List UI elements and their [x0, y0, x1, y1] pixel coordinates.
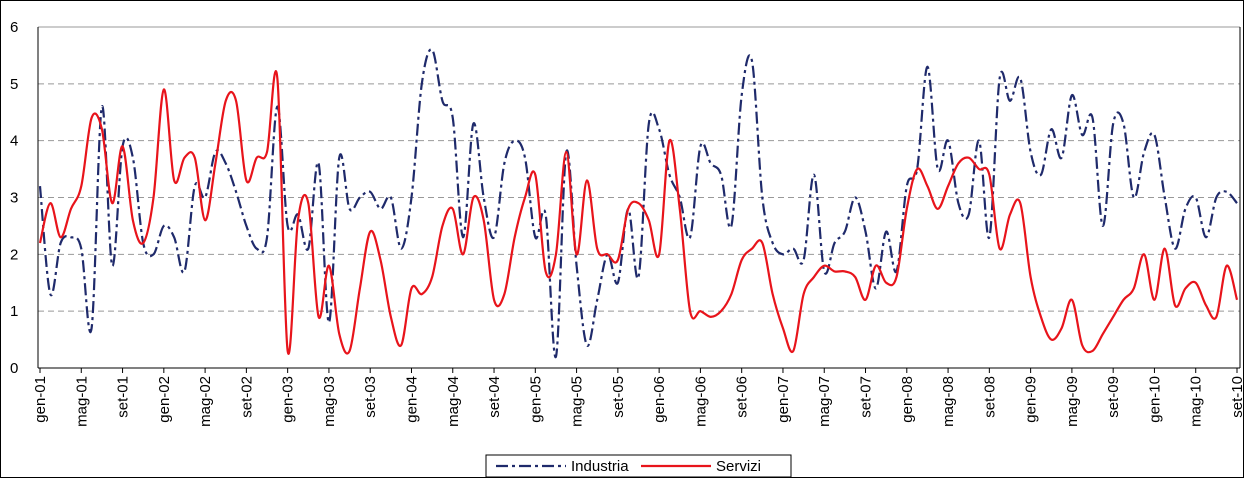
- x-tick-label: set-06: [734, 376, 751, 418]
- x-tick-label: set-01: [115, 376, 132, 418]
- x-tick-label: gen-10: [1146, 376, 1163, 423]
- x-tick-label: set-07: [858, 376, 875, 418]
- x-tick-label: set-10: [1229, 376, 1244, 418]
- x-tick-label: gen-01: [32, 376, 49, 423]
- x-tick-label: mag-07: [816, 376, 833, 427]
- x-tick-label: set-09: [1105, 376, 1122, 418]
- x-tick-label: gen-06: [651, 376, 668, 423]
- y-tick-label: 2: [10, 246, 18, 263]
- x-tick-label: mag-08: [940, 376, 957, 427]
- x-tick-label: mag-06: [692, 376, 709, 427]
- x-tick-label: mag-02: [197, 376, 214, 427]
- x-tick-label: gen-02: [156, 376, 173, 423]
- x-tick-label: set-08: [981, 376, 998, 418]
- x-tick-label: set-02: [238, 376, 255, 418]
- y-tick-label: 5: [10, 76, 18, 93]
- series-line: [38, 70, 1239, 355]
- legend-label: Servizi: [716, 458, 761, 475]
- x-tick-label: mag-09: [1064, 376, 1081, 427]
- x-tick-label: gen-09: [1023, 376, 1040, 423]
- x-tick-label: set-05: [610, 376, 627, 418]
- x-tick-label: mag-03: [321, 376, 338, 427]
- y-tick-label: 4: [10, 133, 18, 150]
- series-line: [38, 48, 1238, 358]
- x-tick-label: mag-05: [569, 376, 586, 427]
- x-tick-label: mag-04: [445, 376, 462, 427]
- y-tick-label: 0: [10, 360, 18, 377]
- y-tick-label: 3: [10, 190, 18, 207]
- x-tick-label: mag-01: [73, 376, 90, 427]
- y-tick-label: 1: [10, 303, 18, 320]
- y-tick-label: 6: [10, 19, 18, 36]
- x-tick-label: gen-05: [527, 376, 544, 423]
- x-tick-label: mag-10: [1188, 376, 1205, 427]
- x-tick-label: gen-04: [403, 376, 420, 423]
- legend-label: Industria: [571, 458, 629, 475]
- x-tick-label: set-04: [486, 376, 503, 418]
- x-tick-label: gen-07: [775, 376, 792, 423]
- x-tick-label: gen-08: [899, 376, 916, 423]
- x-tick-label: gen-03: [280, 376, 297, 423]
- x-tick-label: set-03: [362, 376, 379, 418]
- legend-box: [485, 454, 792, 478]
